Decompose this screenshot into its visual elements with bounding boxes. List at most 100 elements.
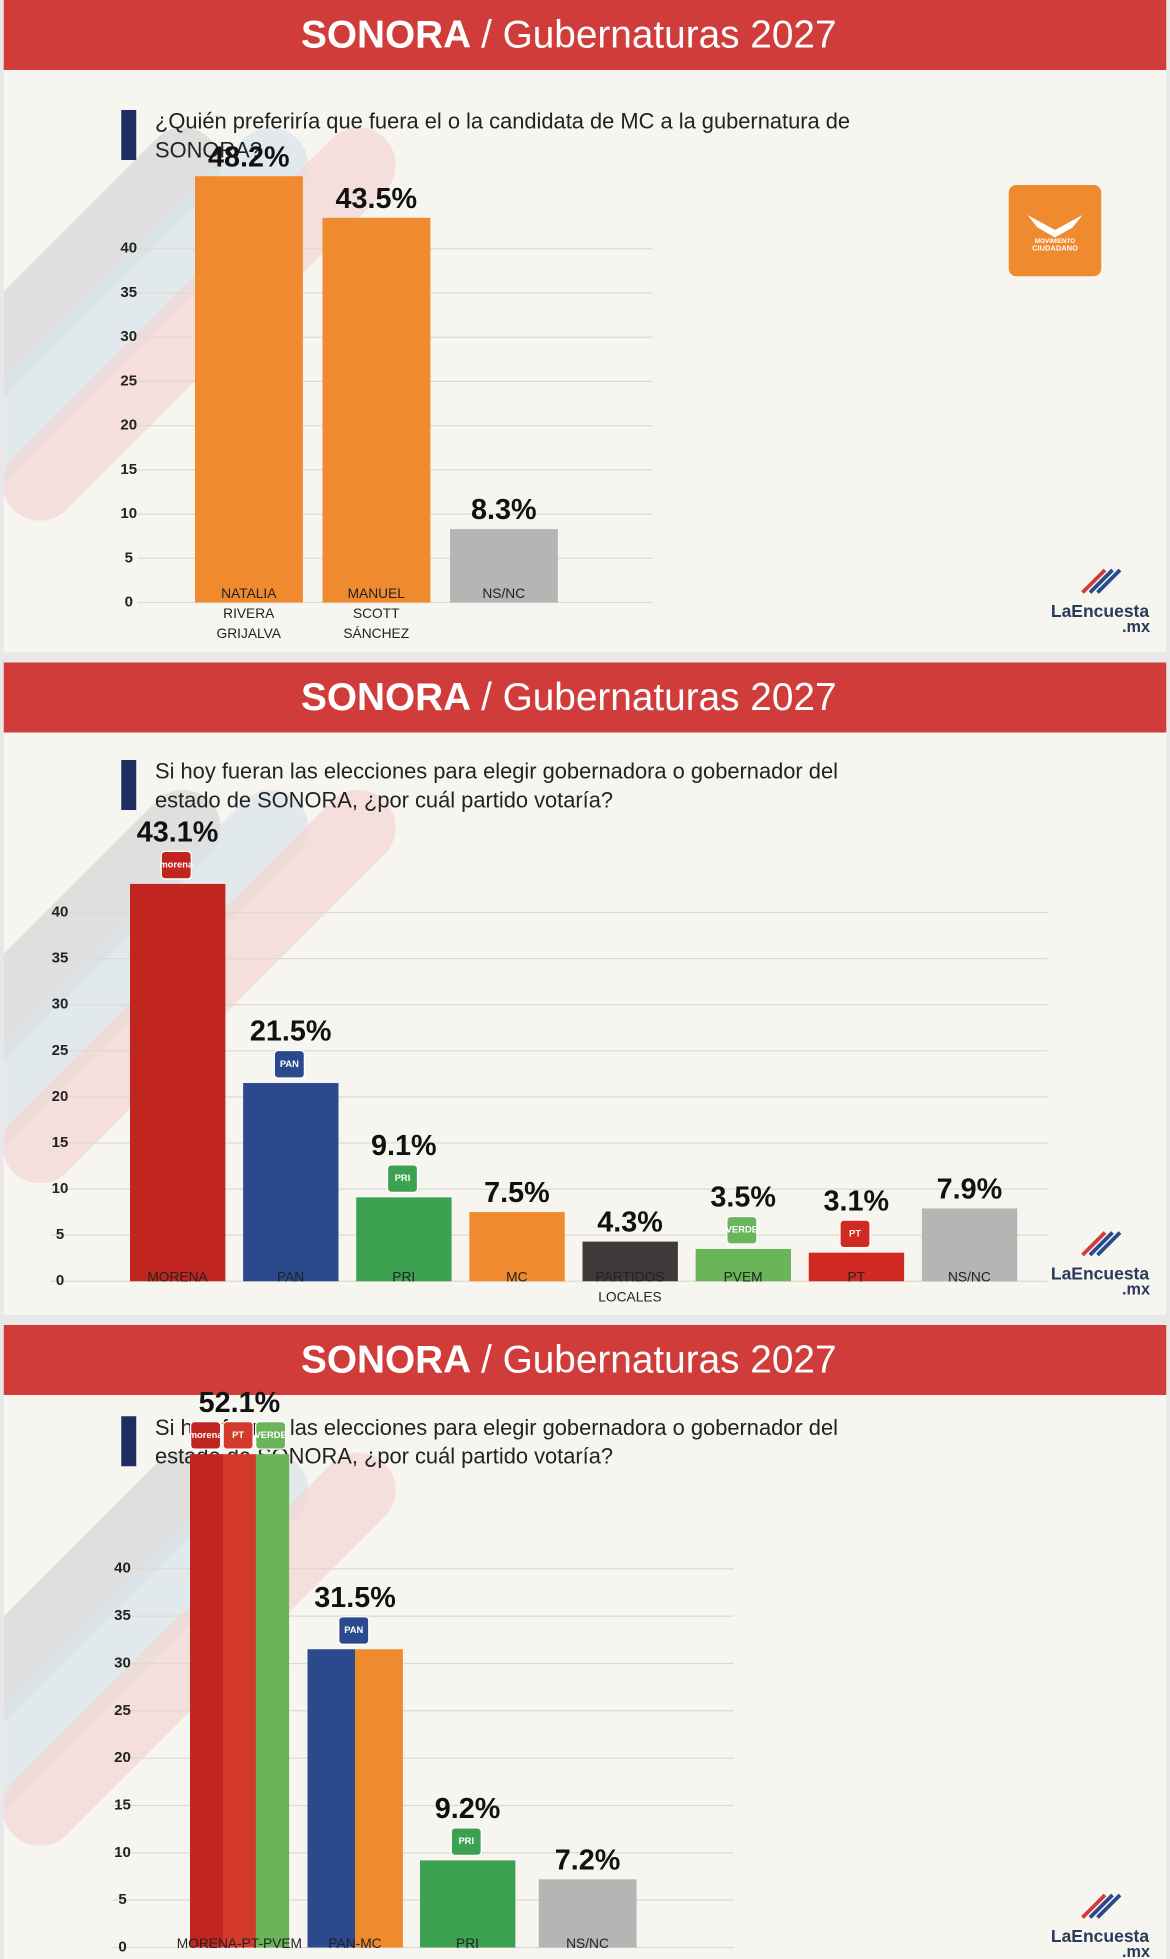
y-tick-label: 40 xyxy=(114,1560,131,1577)
party-logo-text: PRI xyxy=(458,1836,474,1846)
x-tick-label: PRI xyxy=(456,1935,479,1950)
brand-icon xyxy=(1088,1231,1114,1257)
y-tick-label: 15 xyxy=(52,1134,69,1151)
text-line: PAN-MC xyxy=(328,1935,381,1950)
text-line: PRI xyxy=(392,1269,415,1284)
header-band xyxy=(3,0,1167,71)
bar-segment xyxy=(222,1454,257,1948)
text-line: NS/NC xyxy=(566,1935,609,1950)
bar-segment xyxy=(243,1083,339,1282)
brand-domain: .mx xyxy=(1122,1280,1150,1298)
y-tick-label: 15 xyxy=(120,461,137,478)
x-tick-label: MC xyxy=(506,1269,527,1284)
brand-name: LaEncuesta xyxy=(1051,1926,1149,1946)
x-tick-label: PAN xyxy=(277,1269,304,1284)
bar-segment xyxy=(582,1241,678,1282)
party-logo xyxy=(160,850,192,880)
value-label: 8.3% xyxy=(471,494,537,526)
value-label: 9.2% xyxy=(435,1793,501,1825)
x-tick-label: NS/NC xyxy=(482,585,525,600)
bar-segment xyxy=(921,1208,1018,1282)
y-tick-label: 0 xyxy=(118,1938,126,1955)
y-tick-label: 35 xyxy=(120,284,137,301)
x-tick-label: PT xyxy=(847,1269,865,1284)
value-label: 43.1% xyxy=(137,817,219,849)
bar xyxy=(243,1083,339,1282)
bar xyxy=(921,1208,1018,1282)
bar xyxy=(469,1212,565,1282)
bar-segment xyxy=(307,1649,356,1948)
brand-icon xyxy=(1081,1231,1107,1257)
bar xyxy=(190,1454,290,1948)
text-line: MORENA xyxy=(147,1269,208,1284)
x-tick-label: PAN-MC xyxy=(328,1935,381,1950)
x-tick-label: MORENA xyxy=(147,1269,208,1284)
bar-segment xyxy=(356,1197,452,1282)
bar xyxy=(322,217,431,603)
y-tick-label: 25 xyxy=(120,372,137,389)
brand-domain: .mx xyxy=(1122,618,1150,636)
header-rest: / Gubernaturas 2027 xyxy=(481,676,836,719)
bar xyxy=(420,1860,516,1948)
bar-segment xyxy=(808,1252,905,1282)
bar xyxy=(307,1649,403,1948)
y-tick-label: 0 xyxy=(56,1272,64,1289)
y-tick-label: 0 xyxy=(125,593,133,610)
text-line: PARTIDOS xyxy=(595,1269,664,1284)
text-line: SCOTT xyxy=(353,605,400,620)
bar-segment xyxy=(355,1649,403,1948)
text-line: PVEM xyxy=(724,1269,763,1284)
brand-name: LaEncuesta xyxy=(1051,601,1149,621)
value-label: 3.5% xyxy=(710,1182,776,1214)
party-logo xyxy=(386,1164,419,1193)
party-logo-text: VERDE xyxy=(726,1225,758,1235)
brand-icon xyxy=(1096,1231,1122,1257)
brand-icon xyxy=(1088,1893,1114,1919)
text-line: ¿Quién preferiría que fuera el o la cand… xyxy=(155,108,850,133)
header-title: SONORA / Gubernaturas 2027 xyxy=(301,1339,837,1382)
y-tick-label: 15 xyxy=(114,1796,131,1813)
mc-bird xyxy=(1027,215,1083,238)
y-tick-label: 30 xyxy=(114,1654,131,1671)
y-tick-label: 20 xyxy=(114,1749,131,1766)
text-line: LOCALES xyxy=(598,1289,661,1304)
party-logo xyxy=(338,1616,370,1645)
y-tick-label: 25 xyxy=(52,1042,69,1059)
text-line: PT xyxy=(847,1269,865,1284)
y-tick-label: 20 xyxy=(120,417,137,434)
y-tick-label: 20 xyxy=(52,1088,69,1105)
y-tick-label: 25 xyxy=(114,1702,131,1719)
y-tick-label: 30 xyxy=(120,328,137,345)
brand-icon xyxy=(1096,1893,1122,1919)
bar xyxy=(450,529,558,603)
party-logo xyxy=(839,1219,871,1249)
x-tick-label: NATALIA RIVERA GRIJALVA xyxy=(217,585,282,640)
party-logo-text: PRI xyxy=(395,1173,411,1183)
party-logo xyxy=(726,1215,758,1245)
bar xyxy=(808,1252,905,1282)
bar-segment xyxy=(469,1212,565,1282)
party-logo xyxy=(450,1827,482,1857)
header-band xyxy=(3,662,1167,733)
x-tick-label: PVEM xyxy=(724,1269,763,1284)
text-line: MANUEL xyxy=(348,585,406,600)
chart-title: ¿Quién preferiría que fuera el o la cand… xyxy=(155,108,850,162)
value-label: 4.3% xyxy=(597,1207,663,1239)
text-line: MC xyxy=(506,1269,527,1284)
party-logo-text: PAN xyxy=(344,1625,363,1635)
value-label: 7.5% xyxy=(484,1177,550,1209)
party-logo xyxy=(273,1049,305,1079)
party-logo xyxy=(190,1421,222,1450)
bar xyxy=(130,883,226,1282)
stripe xyxy=(3,790,221,1184)
value-label: 48.2% xyxy=(208,141,290,173)
value-label: 9.1% xyxy=(371,1130,437,1162)
bar-segment xyxy=(195,176,303,603)
title-marker xyxy=(121,1416,137,1467)
y-tick-label: 30 xyxy=(52,996,69,1013)
value-label: 7.9% xyxy=(937,1174,1003,1206)
text-line: GRIJALVA xyxy=(217,625,282,640)
y-tick-label: 10 xyxy=(114,1844,131,1861)
bar-segment xyxy=(255,1454,290,1948)
header-bold: SONORA xyxy=(301,1339,471,1382)
